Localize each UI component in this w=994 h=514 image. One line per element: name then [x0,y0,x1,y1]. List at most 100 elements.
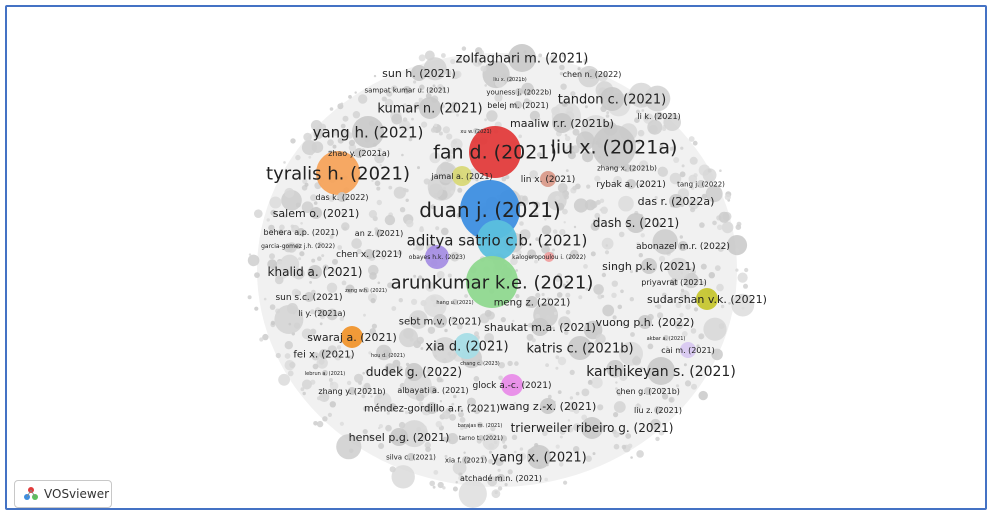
node-label[interactable]: lin x. (2021) [521,175,576,185]
network-node[interactable] [308,265,322,279]
node-label[interactable]: xu w. (2021) [460,129,491,135]
node-label[interactable]: zhao y. (2021a) [328,149,390,158]
network-node[interactable] [697,180,705,188]
network-node[interactable] [507,76,513,82]
network-node[interactable] [623,164,631,172]
node-label[interactable]: fei x. (2021) [293,350,354,361]
node-label[interactable]: glock a.-c. (2021) [473,381,552,391]
network-node[interactable] [352,116,384,148]
node-label[interactable]: das k. (2022) [315,193,368,202]
node-label[interactable]: shaukat m.a. (2021) [484,321,596,334]
network-node[interactable] [354,148,364,158]
node-label[interactable]: priyavrat (2021) [641,278,706,287]
node-label[interactable]: maaliw r.r. (2021b) [510,117,614,130]
node-label[interactable]: kumar n. (2021) [377,102,482,117]
network-node[interactable] [508,44,536,72]
node-label[interactable]: hou d. (2021) [371,353,405,359]
node-label[interactable]: méndez-gordillo a.r. (2021) [364,403,500,415]
network-node[interactable] [318,309,326,317]
node-label[interactable]: katris c. (2021b) [526,342,633,357]
network-node[interactable] [654,406,662,414]
network-node[interactable] [363,287,369,293]
node-label[interactable]: zhang x. (2021b) [597,164,657,172]
network-node[interactable] [644,387,652,395]
network-node[interactable] [316,151,360,195]
node-label[interactable]: dudek g. (2022) [366,365,462,379]
node-label[interactable]: zolfaghari m. (2021) [456,52,589,67]
node-label[interactable]: atchadé m.n. (2021) [460,473,542,483]
node-label[interactable]: hensel p.g. (2021) [349,431,450,444]
node-label[interactable]: tandon c. (2021) [558,93,667,108]
node-label[interactable]: an z. (2021) [355,229,403,238]
network-node[interactable] [647,357,675,385]
network-node[interactable] [655,112,663,120]
network-node[interactable] [526,296,538,308]
node-label[interactable]: dash s. (2021) [593,216,679,230]
network-node[interactable] [501,374,523,396]
node-label[interactable]: sun h. (2021) [382,67,456,80]
network-node[interactable] [478,435,484,441]
network-node[interactable] [454,333,480,359]
network-node[interactable] [473,128,479,134]
network-node[interactable] [469,126,521,178]
node-label[interactable]: barajas m. (2021) [458,423,503,429]
node-label[interactable]: duan j. (2021) [419,198,560,222]
node-label[interactable]: yang h. (2021) [313,123,424,141]
network-node[interactable] [527,445,551,469]
network-node[interactable] [411,65,427,81]
network-node[interactable] [497,474,505,482]
node-label[interactable]: hang u. (2021) [436,300,473,306]
network-node[interactable] [390,428,408,446]
node-label[interactable]: liu z. (2021) [634,406,682,415]
network-node[interactable] [304,292,314,302]
node-label[interactable]: li k. (2021) [637,112,680,121]
network-node[interactable] [477,360,483,366]
network-node[interactable] [626,179,636,189]
node-label[interactable]: li y. (2021a) [298,309,345,318]
node-label[interactable]: xia f. (2021) [445,456,488,464]
network-node[interactable] [403,86,411,94]
network-node[interactable] [385,352,391,358]
node-label[interactable]: salem o. (2021) [273,207,360,220]
network-node[interactable] [515,88,523,96]
network-node[interactable] [310,207,322,219]
node-label[interactable]: rybak a. (2021) [596,180,666,190]
vosviewer-logo-button[interactable]: VOSviewer [14,480,112,508]
node-label[interactable]: das r. (2022a) [638,195,715,208]
node-label[interactable]: zeng w.h. (2021) [345,288,387,294]
network-node[interactable] [319,349,329,359]
node-label[interactable]: meng z. (2021) [494,298,571,309]
network-node[interactable] [462,456,470,464]
network-node[interactable] [297,228,305,236]
network-node[interactable] [568,336,592,360]
node-label[interactable]: wang z.-x. (2021) [500,400,597,413]
node-label[interactable]: belej m. (2021) [487,101,548,110]
network-node[interactable] [581,417,603,439]
node-label[interactable]: lebrun a. (2021) [305,371,346,377]
node-label[interactable]: arunkumar k.e. (2021) [391,272,594,293]
network-node[interactable] [678,241,688,251]
network-node[interactable] [587,69,597,79]
node-label[interactable]: chen g. (2021b) [616,387,680,396]
node-label[interactable]: xia d. (2021) [425,340,508,355]
node-label[interactable]: tyralis h. (2021) [266,163,410,184]
network-node[interactable] [670,278,678,286]
network-node[interactable] [375,229,383,237]
node-label[interactable]: chang c. (2023) [460,361,500,367]
node-label[interactable]: fan d. (2021) [433,142,557,164]
network-node[interactable] [641,258,657,274]
node-label[interactable]: kalogeropoulou i. (2022) [512,254,586,261]
node-label[interactable]: akbar a. (2021) [647,336,686,342]
node-label[interactable]: youness j. (2022b) [486,88,552,96]
node-label[interactable]: chen x. (2021) [336,250,402,260]
network-node[interactable] [322,370,328,376]
network-node[interactable] [540,398,556,414]
node-label[interactable]: aditya satrio c.b. (2021) [407,231,588,249]
network-node[interactable] [531,318,549,336]
network-node[interactable] [552,113,572,133]
network-node[interactable] [348,387,356,395]
network-node[interactable] [663,335,669,341]
node-label[interactable]: sudarshan v.k. (2021) [647,293,767,306]
node-label[interactable]: obayes h.k. (2023) [409,254,465,261]
